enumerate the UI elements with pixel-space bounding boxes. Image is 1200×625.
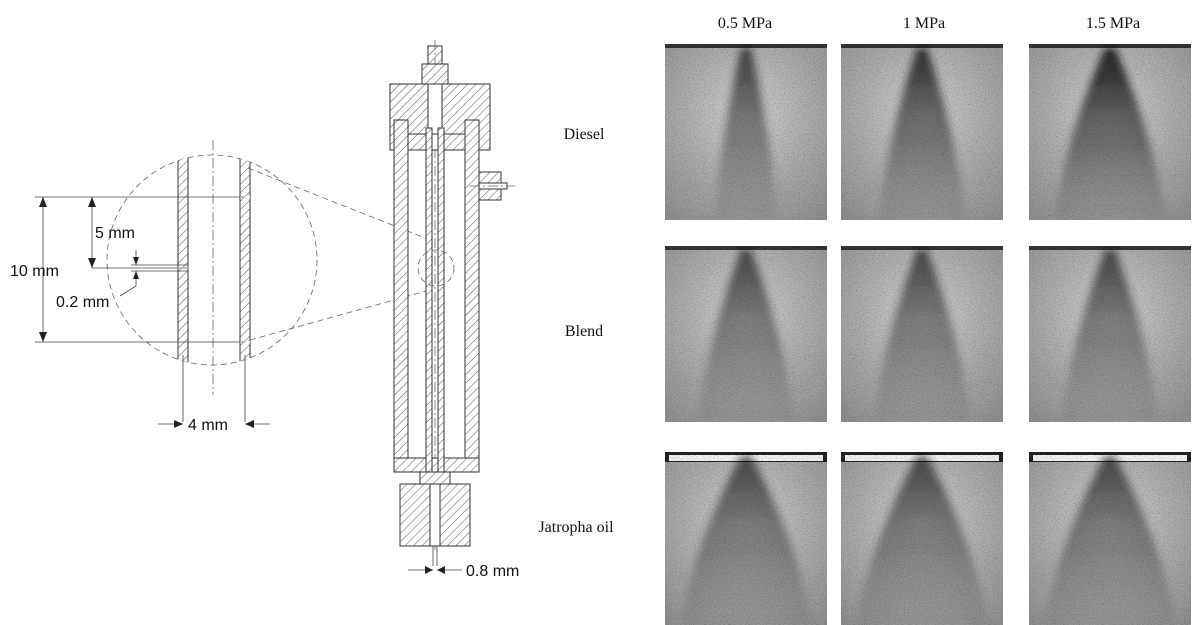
- dim-0-8mm: 0.8 mm: [408, 563, 519, 580]
- dim-4mm: 4 mm: [158, 417, 270, 434]
- spray-image-jatropha-oil-1: [841, 452, 1003, 625]
- label-4mm: 4 mm: [188, 417, 228, 434]
- spray-image-diesel-2: [1029, 44, 1191, 220]
- col-label-2: 1.5 MPa: [1086, 15, 1140, 32]
- row-label-2: Jatropha oil: [538, 519, 614, 536]
- spray-image-diesel-1: [841, 44, 1003, 220]
- spray-image-blend-1: [841, 246, 1003, 422]
- injector-section: [389, 40, 515, 566]
- spray-image-jatropha-oil-2: [1029, 452, 1191, 625]
- label-10mm: 10 mm: [10, 263, 59, 280]
- row-label-1: Blend: [565, 323, 603, 340]
- detail-circle: [106, 154, 318, 366]
- spray-image-blend-0: [665, 246, 827, 422]
- dim-10mm: 10 mm: [10, 196, 245, 343]
- spray-image-grid: [665, 44, 1191, 625]
- dim-0-2mm: 0.2 mm: [56, 250, 188, 311]
- spray-image-jatropha-oil-0: [665, 452, 827, 625]
- dim-5mm: 5 mm: [88, 197, 188, 269]
- label-5mm: 5 mm: [95, 225, 135, 242]
- label-0-2mm: 0.2 mm: [56, 294, 109, 311]
- detail-view: [106, 140, 318, 422]
- row-label-0: Diesel: [564, 126, 605, 143]
- spray-image-blend-2: [1029, 246, 1191, 422]
- detail-right-wall: [239, 155, 251, 365]
- col-label-1: 1 MPa: [903, 15, 945, 32]
- col-label-0: 0.5 MPa: [718, 15, 772, 32]
- spray-image-diesel-0: [665, 44, 827, 220]
- label-0-8mm: 0.8 mm: [466, 563, 519, 580]
- detail-indicator-circle: [417, 249, 455, 287]
